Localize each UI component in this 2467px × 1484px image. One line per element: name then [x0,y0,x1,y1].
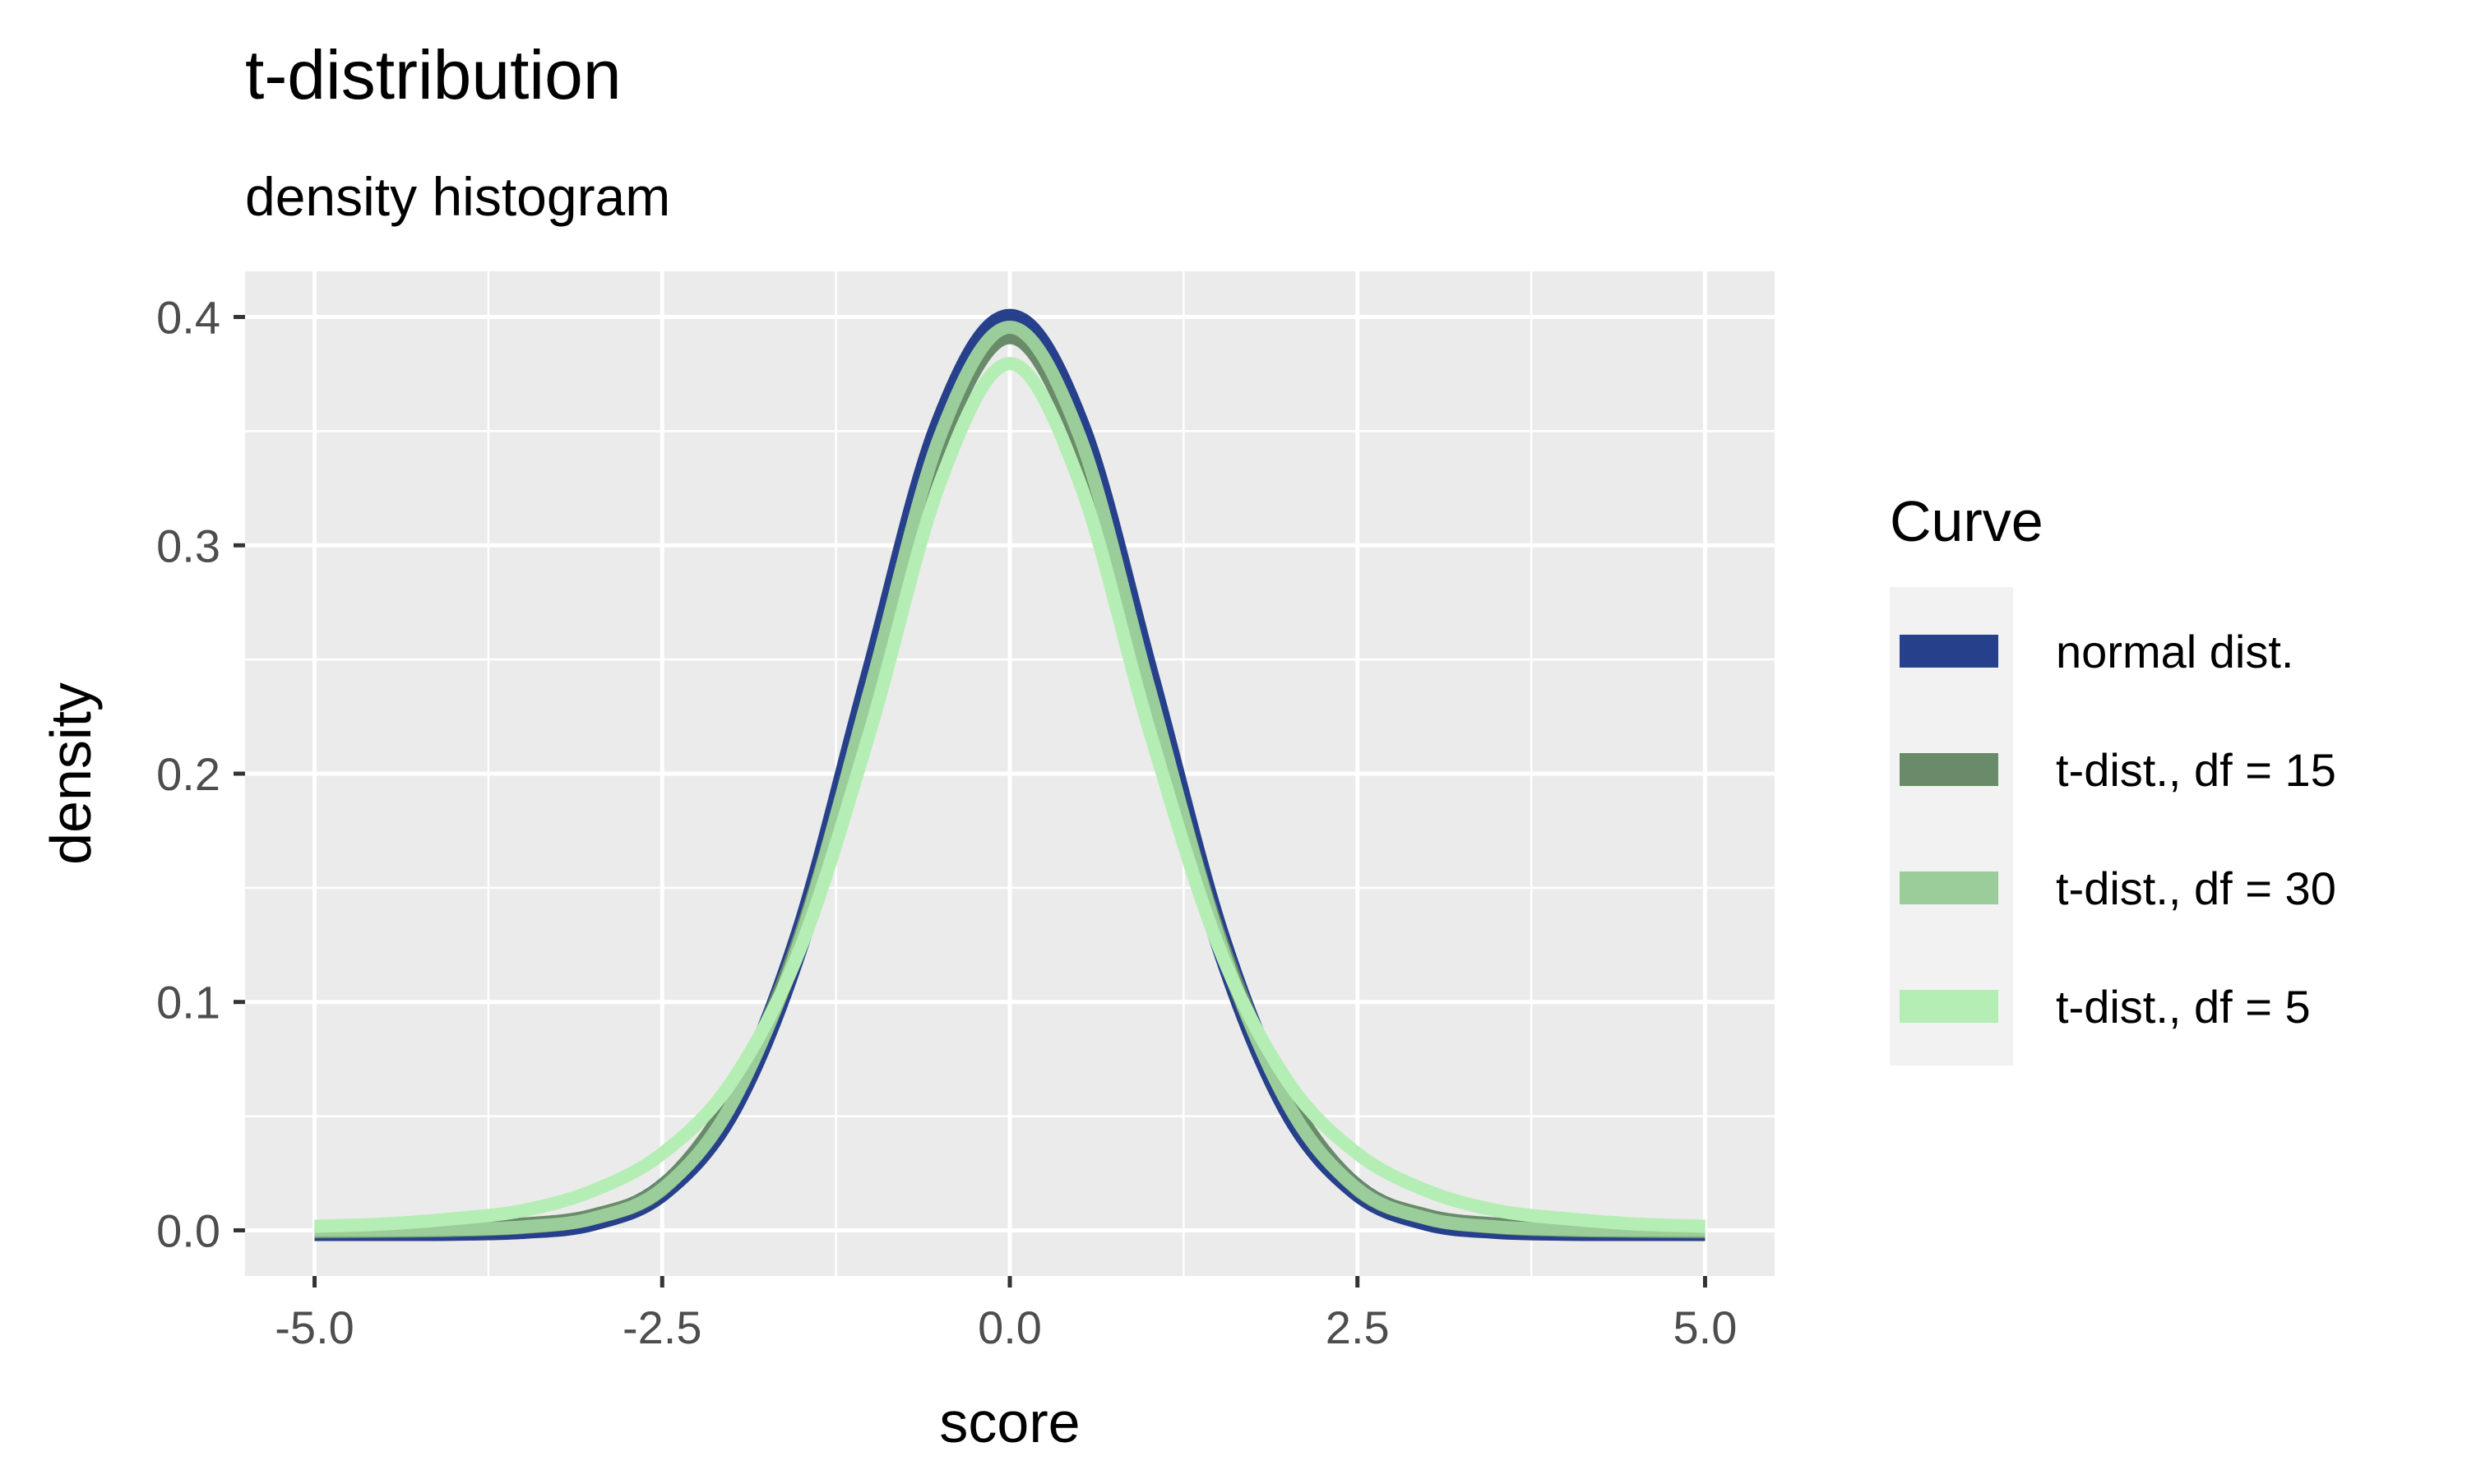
legend-key [1900,990,1998,1023]
x-axis-title: score [939,1390,1080,1454]
series-line [314,321,1706,1237]
legend-key [1900,871,1998,904]
y-tick-label: 0.2 [156,748,220,800]
y-tick-label: 0.1 [156,977,220,1029]
legend-key [1900,635,1998,668]
x-tick-label: 0.0 [978,1301,1042,1353]
legend: normal dist. t-dist., df = 15 t-dist., df … [1900,626,2336,1033]
x-tick-label: -5.0 [275,1301,354,1353]
y-tick-label: 0.0 [156,1204,220,1256]
legend-label: t-dist., df = 5 [2056,981,2311,1033]
y-tick-label: 0.4 [156,292,220,344]
grid-major [245,271,1775,1276]
y-axis-title: density [39,682,103,865]
legend-label: t-dist., df = 15 [2056,744,2336,796]
series-lines [314,308,1706,1241]
y-axis: 0.0 0.1 0.2 0.3 0.4 [156,292,245,1256]
chart-subtitle: density histogram [245,166,670,227]
x-axis: -5.0 -2.5 0.0 2.5 5.0 [275,1276,1737,1353]
x-tick-label: 5.0 [1673,1301,1738,1353]
chart-title: t-distribution [245,36,622,113]
legend-key [1900,753,1998,786]
legend-label: normal dist. [2056,626,2293,677]
legend-title: Curve [1890,489,2043,553]
x-tick-label: -2.5 [623,1301,702,1353]
legend-label: t-dist., df = 30 [2056,862,2336,914]
x-tick-label: 2.5 [1326,1301,1390,1353]
series-line [314,357,1706,1233]
y-tick-label: 0.3 [156,520,220,571]
